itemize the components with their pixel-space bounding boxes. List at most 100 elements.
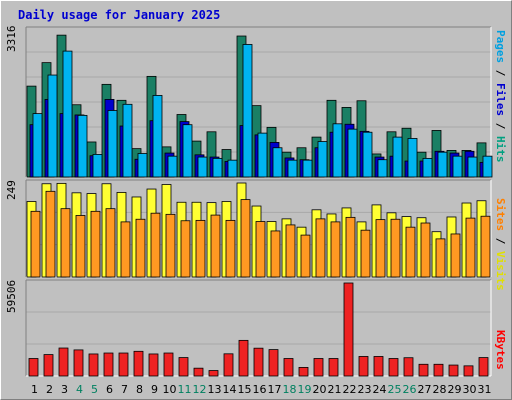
bar-pages-day-5 [92,153,103,178]
bar-sites-day-5 [90,210,101,278]
bar-kbytes-day-7 [118,352,129,377]
bar-pages-day-9 [152,95,163,178]
bar-sites-day-11 [180,220,191,278]
bar-pages-day-19 [302,159,313,178]
x-tick-label-1: 1 [31,383,38,396]
x-tick-label-25: 25 [388,383,402,396]
x-tick-label-20: 20 [313,383,327,396]
bar-kbytes-day-3 [58,347,69,377]
x-tick-label-30: 30 [463,383,477,396]
bar-sites-day-21 [330,221,341,278]
bar-kbytes-day-28 [433,363,444,377]
bar-pages-day-11 [182,124,193,178]
bar-kbytes-day-18 [283,358,294,377]
x-tick-label-14: 14 [223,383,237,396]
bar-sites-day-25 [390,218,401,278]
bar-kbytes-day-29 [448,364,459,377]
bar-sites-day-10 [165,213,176,278]
bar-sites-day-6 [105,208,116,278]
bar-pages-day-20 [317,141,328,178]
bar-sites-day-3 [60,208,71,278]
x-tick-label-4: 4 [76,383,83,396]
bar-pages-day-3 [62,50,73,178]
x-tick-label-15: 15 [238,383,252,396]
bar-sites-day-12 [195,219,206,278]
bar-kbytes-day-24 [373,356,384,377]
bar-kbytes-day-12 [193,367,204,377]
bar-pages-day-23 [362,131,373,178]
x-tick-label-31: 31 [478,383,492,396]
bar-pages-day-24 [377,159,388,178]
bar-sites-day-15 [240,199,251,278]
chart-title: Daily usage for January 2025 [18,8,221,22]
x-tick-label-7: 7 [121,383,128,396]
bar-pages-day-17 [272,147,283,178]
x-tick-label-22: 22 [343,383,357,396]
bar-pages-day-28 [437,151,448,178]
bar-pages-day-31 [482,155,493,178]
bar-pages-day-21 [332,123,343,178]
bar-kbytes-day-15 [238,339,249,377]
bar-pages-day-26 [407,138,418,178]
x-tick-label-8: 8 [136,383,143,396]
bar-kbytes-day-25 [388,358,399,377]
bar-kbytes-day-23 [358,356,369,377]
bar-sites-day-19 [300,234,311,278]
bar-pages-day-7 [122,103,133,178]
bar-kbytes-day-5 [88,353,99,377]
bar-kbytes-day-11 [178,357,189,377]
x-tick-label-17: 17 [268,383,282,396]
bar-sites-day-16 [255,221,266,278]
bar-pages-day-30 [467,156,478,178]
bar-kbytes-day-1 [28,358,39,377]
x-tick-label-2: 2 [46,383,53,396]
bar-kbytes-day-31 [478,357,489,377]
x-tick-label-5: 5 [91,383,98,396]
bar-sites-day-24 [375,219,386,278]
bar-pages-day-10 [167,155,178,178]
bar-kbytes-day-10 [163,352,174,377]
bar-pages-day-13 [212,157,223,178]
bar-kbytes-day-30 [463,365,474,377]
bar-pages-day-25 [392,136,403,178]
x-tick-label-26: 26 [403,383,417,396]
bar-pages-day-22 [347,128,358,178]
bar-sites-day-29 [450,233,461,278]
x-tick-label-10: 10 [163,383,177,396]
x-tick-label-3: 3 [61,383,68,396]
bar-sites-day-26 [405,226,416,278]
bar-kbytes-day-26 [403,357,414,377]
bar-sites-day-2 [45,190,56,278]
bar-pages-day-8 [137,153,148,178]
x-tick-label-23: 23 [358,383,372,396]
bar-sites-day-31 [480,215,491,278]
x-tick-label-19: 19 [298,383,312,396]
bar-kbytes-day-16 [253,347,264,377]
bar-sites-day-8 [135,218,146,278]
bar-kbytes-day-20 [313,358,324,377]
bar-kbytes-day-6 [103,352,114,377]
x-tick-label-28: 28 [433,383,447,396]
bar-sites-day-14 [225,219,236,278]
bar-kbytes-day-22 [343,282,354,377]
bar-pages-day-18 [287,159,298,178]
x-tick-label-11: 11 [178,383,192,396]
bar-sites-day-13 [210,214,221,278]
bar-pages-day-4 [77,114,88,178]
bar-pages-day-27 [422,157,433,178]
bar-sites-day-28 [435,238,446,278]
bar-kbytes-day-19 [298,367,309,377]
x-tick-label-9: 9 [151,383,158,396]
bar-sites-day-27 [420,222,431,278]
x-tick-label-29: 29 [448,383,462,396]
bar-kbytes-day-8 [133,350,144,377]
x-tick-label-12: 12 [193,383,207,396]
bar-pages-day-6 [107,110,118,178]
x-tick-label-16: 16 [253,383,267,396]
bar-pages-day-1 [32,113,43,178]
bar-kbytes-day-14 [223,353,234,377]
x-tick-label-27: 27 [418,383,432,396]
bar-sites-day-7 [120,221,131,278]
bar-sites-day-30 [465,217,476,278]
